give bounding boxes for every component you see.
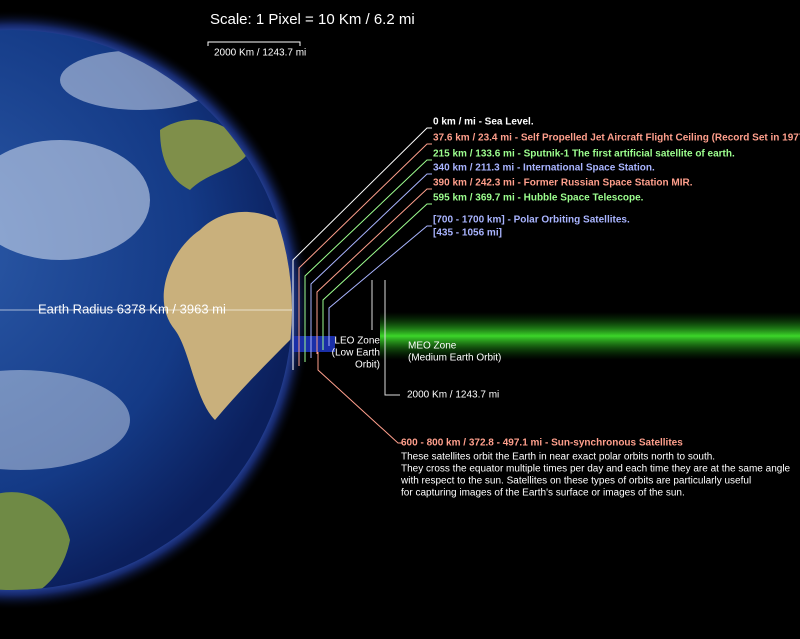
south-america	[0, 492, 70, 590]
annotation: 0 km / mi - Sea Level.	[433, 117, 534, 128]
scale-title: Scale: 1 Pixel = 10 Km / 6.2 mi	[210, 11, 415, 28]
annotation: [700 - 1700 km] - Polar Orbiting Satelli…	[433, 215, 630, 226]
connector	[304, 159, 432, 362]
europe	[160, 119, 250, 190]
earth-surface	[0, 50, 292, 590]
connector	[316, 188, 432, 354]
cloud	[0, 370, 130, 470]
sun-sync: 600 - 800 km / 372.8 - 497.1 mi - Sun-sy…	[317, 352, 791, 499]
annotation: 37.6 km / 23.4 mi - Self Propelled Jet A…	[433, 133, 800, 144]
annotation: 595 km / 369.7 mi - Hubble Space Telesco…	[433, 193, 644, 204]
connector	[328, 225, 432, 346]
sun-sync-connector	[317, 352, 402, 444]
meo-distance: 2000 Km / 1243.7 mi	[407, 390, 499, 401]
meo-label: (Medium Earth Orbit)	[408, 353, 501, 364]
cloud	[0, 140, 150, 260]
sun-sync-body: for capturing images of the Earth's surf…	[401, 488, 685, 499]
leo-label: (Low Earth	[332, 348, 380, 359]
sun-sync-body: with respect to the sun. Satellites on t…	[400, 476, 751, 487]
sun-sync-heading: 600 - 800 km / 372.8 - 497.1 mi - Sun-sy…	[401, 438, 683, 449]
leo-label: Orbit)	[355, 360, 380, 371]
leo-label: LEO Zone	[334, 336, 380, 347]
sun-sync-body: They cross the equator multiple times pe…	[401, 464, 791, 475]
meo-leader	[384, 280, 400, 396]
annotations: 0 km / mi - Sea Level. 37.6 km / 23.4 mi …	[292, 117, 800, 370]
earth-radius-label: Earth Radius 6378 Km / 3963 mi	[38, 301, 226, 316]
connector	[292, 127, 432, 370]
sun-sync-body: These satellites orbit the Earth in near…	[401, 452, 715, 463]
connector	[310, 173, 432, 358]
scale-bar	[207, 41, 301, 46]
annotation: [435 - 1056 mi]	[433, 228, 502, 239]
meo-band	[380, 312, 800, 360]
meo-label: MEO Zone	[408, 341, 457, 352]
annotation: 215 km / 133.6 mi - Sputnik-1 The first …	[433, 149, 735, 160]
annotation: 340 km / 211.3 mi - International Space …	[433, 163, 655, 174]
scale-bar-label: 2000 Km / 1243.7 mi	[214, 48, 306, 59]
leo-band	[293, 336, 335, 352]
africa	[163, 211, 292, 420]
annotation: 390 km / 242.3 mi - Former Russian Space…	[433, 178, 693, 189]
connector	[298, 143, 432, 366]
connector	[322, 203, 432, 350]
